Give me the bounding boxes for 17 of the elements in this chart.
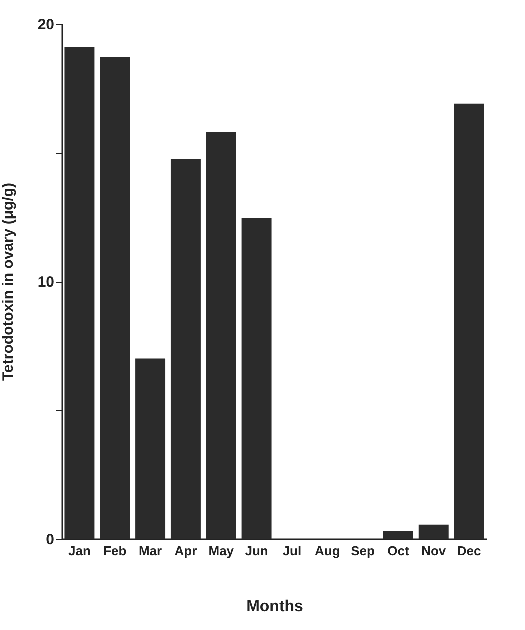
x-tick-label: Feb <box>104 544 127 558</box>
x-tick-label: Oct <box>388 544 410 558</box>
x-tick-label: Mar <box>138 544 162 558</box>
x-tick-label: Nov <box>422 544 447 558</box>
y-tick-label: 0 <box>46 532 54 548</box>
x-tick-label: Aug <box>314 544 340 558</box>
x-tick-label: Dec <box>457 544 482 558</box>
x-tick-label: Apr <box>174 544 198 558</box>
y-tick-label: 10 <box>38 274 54 291</box>
y-axis-title: Tetrodotoxin in ovary (μg/g) <box>0 182 17 382</box>
x-axis-title: Months <box>246 598 304 616</box>
x-tick-label: Sep <box>351 544 376 558</box>
x-tick-label: Jan <box>68 544 91 558</box>
y-tick-label: 20 <box>38 16 54 34</box>
x-tick-label: Jun <box>245 544 268 558</box>
x-tick-label: May <box>208 544 235 558</box>
x-tick-label: Jul <box>282 544 302 558</box>
